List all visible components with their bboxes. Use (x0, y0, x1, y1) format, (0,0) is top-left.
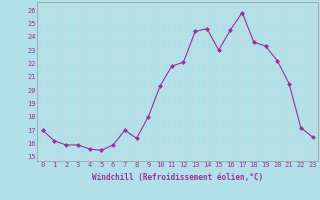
X-axis label: Windchill (Refroidissement éolien,°C): Windchill (Refroidissement éolien,°C) (92, 173, 263, 182)
